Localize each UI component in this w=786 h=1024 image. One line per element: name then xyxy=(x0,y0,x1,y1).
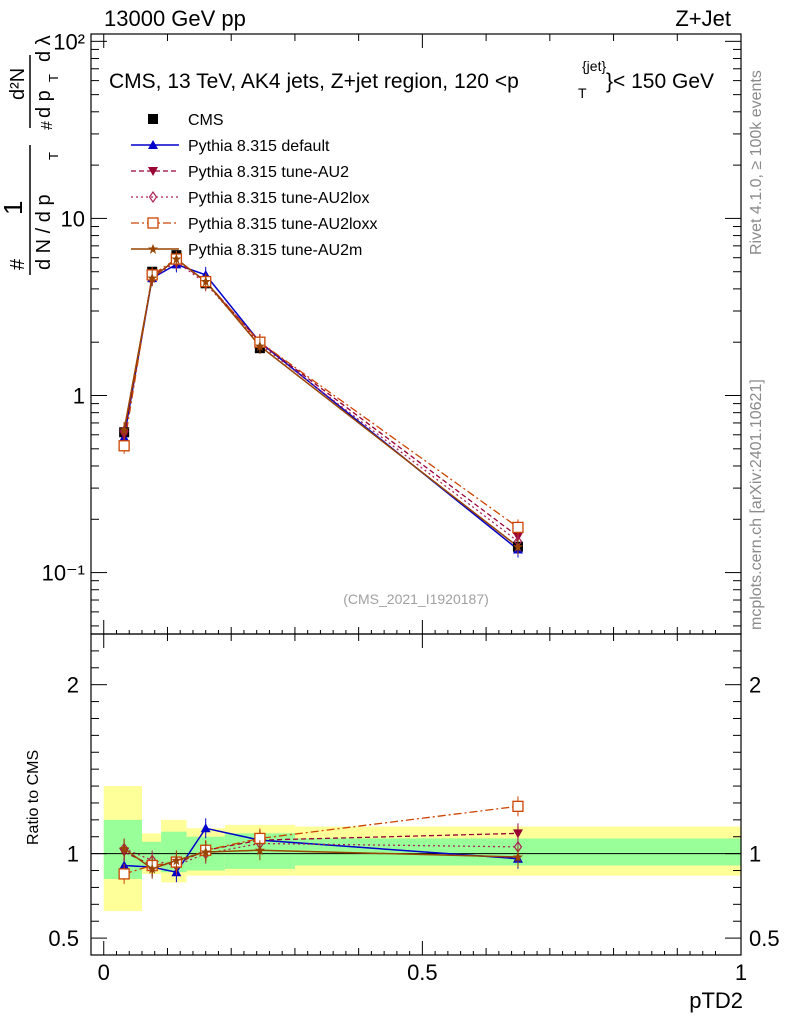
plot-title-end: }< 150 GeV xyxy=(606,70,714,93)
header-right: Z+Jet xyxy=(675,6,731,31)
ylabel-T2: T xyxy=(46,74,61,82)
ylabel-hash-1: # xyxy=(7,258,29,270)
series-marker-4 xyxy=(118,440,130,452)
y-tick-label: 10² xyxy=(53,29,85,54)
x-tick-label: 0 xyxy=(98,960,110,985)
legend-marker-1 xyxy=(148,140,158,149)
header-left: 13000 GeV pp xyxy=(104,6,246,31)
legend: CMS Pythia 8.315 default Pythia 8.315 tune… xyxy=(131,112,377,259)
ratio-ylabel: Ratio to CMS xyxy=(25,750,42,845)
ylabel-dpT: d p xyxy=(33,90,55,118)
x-tick-label: 1 xyxy=(735,960,747,985)
series-line-1 xyxy=(123,263,519,551)
ratio-y-tick-label-right: 2 xyxy=(749,673,761,698)
y-tick-label: 10 xyxy=(61,206,85,231)
rivet-version-text: Rivet 4.1.0, ≥ 100k events xyxy=(748,70,765,255)
legend-label-3: Pythia 8.315 tune-AU2lox xyxy=(188,190,369,207)
ylabel-dN: d N / d p xyxy=(33,194,55,270)
ratio-series-marker-4 xyxy=(512,800,524,812)
ratio-series-marker-2 xyxy=(512,829,523,839)
legend-label-4: Pythia 8.315 tune-AU2loxx xyxy=(188,216,377,233)
series-line-2 xyxy=(123,259,519,537)
ratio-y-tick-label-right: 0.5 xyxy=(749,926,780,951)
ratio-series-marker-5 xyxy=(171,855,182,866)
series-marker-5 xyxy=(171,253,182,264)
legend-marker-2 xyxy=(148,167,158,176)
ratio-y-tick-label-left: 1 xyxy=(67,842,79,867)
xlabel: pTD2 xyxy=(689,988,743,1013)
ratio-series-line-3 xyxy=(123,842,518,867)
legend-marker-3 xyxy=(148,190,158,204)
series-line-5 xyxy=(123,258,519,548)
series-marker-5 xyxy=(119,424,130,435)
ratio-y-tick-label-left: 2 xyxy=(67,673,79,698)
ratio-plot-frame xyxy=(90,633,742,956)
y-tick-label: 1 xyxy=(73,384,85,409)
main-plot-panel: 10⁻¹ 1 10 10² xyxy=(42,29,742,635)
ratio-y-tick-label-left: 0.5 xyxy=(48,926,79,951)
legend-marker-5 xyxy=(148,244,158,254)
ratio-y-tick-label-right: 1 xyxy=(749,842,761,867)
ratio-series-marker-5 xyxy=(147,863,158,874)
ylabel-d2N: d²N xyxy=(7,68,29,100)
ratio-series-marker-1 xyxy=(200,823,211,833)
legend-marker-4 xyxy=(147,217,159,229)
ratio-series-marker-5 xyxy=(200,846,211,857)
ylabel-one: 1 xyxy=(0,201,28,215)
analysis-watermark: (CMS_2021_I1920187) xyxy=(343,591,489,607)
x-tick-label: 0.5 xyxy=(407,960,438,985)
series-marker-5 xyxy=(512,541,523,552)
series-marker-5 xyxy=(200,276,211,287)
y-tick-label: 10⁻¹ xyxy=(42,561,85,586)
plot-title-sub: T xyxy=(578,85,587,101)
legend-label-2: Pythia 8.315 tune-AU2 xyxy=(188,164,349,181)
plot-title-sup: {jet} xyxy=(582,58,606,74)
legend-label-1: Pythia 8.315 default xyxy=(188,138,330,155)
ratio-plot-panel: 0 0.5 10.5 0.51 12 2 xyxy=(48,633,780,985)
legend-label-5: Pythia 8.315 tune-AU2m xyxy=(188,242,362,259)
ratio-series-marker-5 xyxy=(119,843,130,854)
mcplots-reference-text: mcplots.cern.ch [arXiv:2401.10621] xyxy=(748,379,765,630)
plot-title-main: CMS, 13 TeV, AK4 jets, Z+jet region, 120… xyxy=(109,70,519,93)
series-marker-5 xyxy=(254,341,265,352)
ratio-series-marker-4 xyxy=(118,868,130,880)
ratio-series-marker-5 xyxy=(512,852,523,863)
ratio-series-line-5 xyxy=(123,847,518,870)
ylabel-dlambda: d λ xyxy=(33,35,55,62)
ylabel-hash-2: # xyxy=(39,121,56,130)
ylabel-T1: T xyxy=(46,152,61,160)
plot-title: CMS, 13 TeV, AK4 jets, Z+jet region, 120… xyxy=(109,58,714,101)
upper-ylabel: # 1 d N / d p T # d²N d p T d λ xyxy=(0,35,61,275)
legend-marker-cms xyxy=(148,114,158,124)
series-marker-5 xyxy=(147,273,158,284)
legend-label-0: CMS xyxy=(188,112,224,129)
series-marker-4 xyxy=(512,521,524,534)
ratio-series-marker-5 xyxy=(254,845,265,856)
series-line-3 xyxy=(123,260,519,542)
